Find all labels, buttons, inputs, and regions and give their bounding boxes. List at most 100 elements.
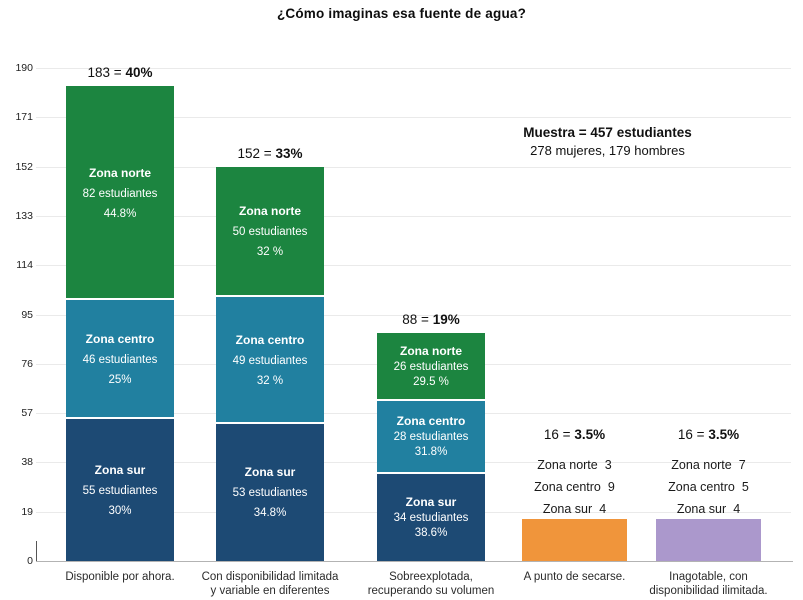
- bar-total-label: 183 = 40%: [50, 65, 190, 80]
- segment-zone-label: Zona centro: [396, 414, 466, 429]
- segment-pct-label: 34.8%: [253, 507, 287, 520]
- segment-zone-label: Zona centro: [235, 332, 305, 347]
- zone-name: Zona norte: [671, 458, 732, 473]
- segment-separator: [216, 295, 324, 298]
- y-tick-label: 133: [15, 209, 33, 222]
- x-category-line: y variable en diferentes: [210, 585, 330, 597]
- bar-segment-centro: Zona centro 46 estudiantes 25%: [66, 298, 174, 419]
- zone-count: 3: [604, 458, 612, 473]
- gridline: [36, 117, 791, 119]
- bar-segment-centro: Zona centro 28 estudiantes 31.8%: [377, 400, 485, 473]
- x-category-line: Inagotable, con: [669, 571, 748, 583]
- zone-count: 5: [741, 480, 749, 495]
- x-category-label: Sobreexplotada, recuperando su volumen: [336, 570, 526, 598]
- bar-segment-sur: Zona sur 34 estudiantes 38.6%: [377, 472, 485, 561]
- y-tick-label: 190: [15, 62, 33, 74]
- total-percent: 33%: [275, 145, 303, 161]
- bar-total-label: 16 = 3.5%: [505, 427, 645, 442]
- gridline: [36, 166, 791, 168]
- x-category-line: Con disponibilidad limitada: [201, 571, 339, 583]
- x-category-line: Disponible por ahora.: [65, 571, 175, 583]
- segment-label: Zona sur 53 estudiantes 34.8%: [216, 423, 324, 561]
- segment-label: Zona norte 26 estudiantes 29.5 %: [377, 333, 485, 400]
- y-axis-line: [36, 541, 37, 561]
- zone-breakdown: Zona norte 7 Zona centro 5 Zona sur 4: [634, 454, 784, 520]
- segment-separator: [66, 297, 174, 300]
- total-count: 183 =: [87, 65, 126, 81]
- bar-segment-norte: Zona norte 26 estudiantes 29.5 %: [377, 332, 485, 401]
- zone-breakdown: Zona norte 3 Zona centro 9 Zona sur 4: [500, 454, 650, 520]
- bar-segment-centro: Zona centro 49 estudiantes 32 %: [216, 296, 324, 424]
- zone-count: 4: [733, 502, 741, 517]
- x-category-label: Disponible por ahora.: [25, 570, 215, 584]
- segment-zone-label: Zona sur: [405, 494, 457, 509]
- x-category-line: A punto de secarse.: [523, 571, 626, 583]
- gridline: [36, 68, 791, 69]
- y-tick-label: 95: [21, 308, 33, 321]
- sample-size-label: Muestra = 457 estudiantes: [523, 125, 692, 140]
- segment-students-label: 34 estudiantes: [393, 511, 469, 524]
- x-category-label: A punto de secarse.: [480, 570, 670, 584]
- segment-zone-label: Zona norte: [400, 344, 462, 359]
- x-category-label: Inagotable, con disponibilidad ilimitada.: [614, 570, 803, 598]
- chart-title: ¿Cómo imaginas esa fuente de agua?: [276, 6, 527, 21]
- segment-pct-label: 25%: [108, 373, 132, 386]
- segment-students-label: 50 estudiantes: [232, 226, 308, 239]
- sample-annotation: Muestra = 457 estudiantes 278 mujeres, 1…: [490, 124, 725, 160]
- zone-count-row: Zona sur 4: [634, 498, 784, 520]
- segment-label: Zona norte 50 estudiantes 32 %: [216, 167, 324, 297]
- y-tick-label: 114: [16, 259, 33, 272]
- zone-name: Zona sur: [676, 502, 727, 517]
- segment-pct-label: 30%: [108, 504, 132, 517]
- y-tick-label: 19: [21, 505, 33, 518]
- zone-count-row: Zona norte 7: [634, 454, 784, 476]
- bar-total-label: 16 = 3.5%: [639, 427, 779, 442]
- y-tick-label: 76: [21, 357, 33, 370]
- x-axis-line: [36, 561, 793, 562]
- sample-gender-label: 278 mujeres, 179 hombres: [530, 143, 685, 158]
- segment-students-label: 46 estudiantes: [82, 353, 158, 366]
- segment-label: Zona centro 49 estudiantes 32 %: [216, 296, 324, 423]
- segment-zone-label: Zona norte: [89, 165, 151, 180]
- segment-label: Zona centro 46 estudiantes 25%: [66, 299, 174, 418]
- segment-separator: [216, 422, 324, 425]
- bar-total-label: 152 = 33%: [200, 146, 340, 161]
- segment-pct-label: 38.6%: [414, 526, 448, 539]
- segment-pct-label: 44.8%: [103, 207, 137, 220]
- segment-zone-label: Zona norte: [239, 204, 301, 219]
- total-percent: 40%: [125, 65, 153, 81]
- segment-separator: [66, 417, 174, 420]
- segment-pct-label: 32 %: [256, 374, 284, 387]
- gridline: [36, 265, 791, 267]
- total-count: 16 =: [677, 427, 709, 443]
- segment-zone-label: Zona sur: [94, 462, 146, 477]
- zone-count-row: Zona centro 5: [634, 476, 784, 498]
- segment-separator: [377, 471, 485, 474]
- x-category-line: disponibilidad ilimitada.: [649, 585, 768, 597]
- zone-name: Zona sur: [542, 502, 593, 517]
- zone-count: 4: [599, 502, 607, 517]
- total-percent: 3.5%: [574, 427, 606, 443]
- segment-pct-label: 31.8%: [414, 446, 448, 459]
- zone-count-row: Zona norte 3: [500, 454, 650, 476]
- segment-label: Zona centro 28 estudiantes 31.8%: [377, 400, 485, 473]
- y-tick-label: 38: [21, 456, 33, 469]
- bar-segment-norte: Zona norte 82 estudiantes 44.8%: [66, 86, 174, 299]
- segment-students-label: 53 estudiantes: [232, 487, 308, 500]
- segment-students-label: 28 estudiantes: [393, 431, 469, 444]
- bar-segment-norte: Zona norte 50 estudiantes 32 %: [216, 166, 324, 297]
- zone-name: Zona centro: [668, 480, 735, 495]
- bar-segment-sur: Zona sur 55 estudiantes 30%: [66, 418, 174, 561]
- segment-label: Zona sur 55 estudiantes 30%: [66, 418, 174, 561]
- bar-segment-purple: [656, 519, 761, 561]
- total-count: 16 =: [543, 427, 575, 443]
- total-percent: 3.5%: [708, 427, 740, 443]
- x-category-line: Sobreexplotada,: [389, 571, 473, 583]
- y-tick-label: 0: [27, 555, 33, 567]
- zone-count-row: Zona centro 9: [500, 476, 650, 498]
- gridline: [36, 314, 791, 316]
- segment-separator: [377, 399, 485, 402]
- segment-students-label: 26 estudiantes: [393, 361, 469, 374]
- segment-zone-label: Zona sur: [244, 465, 296, 480]
